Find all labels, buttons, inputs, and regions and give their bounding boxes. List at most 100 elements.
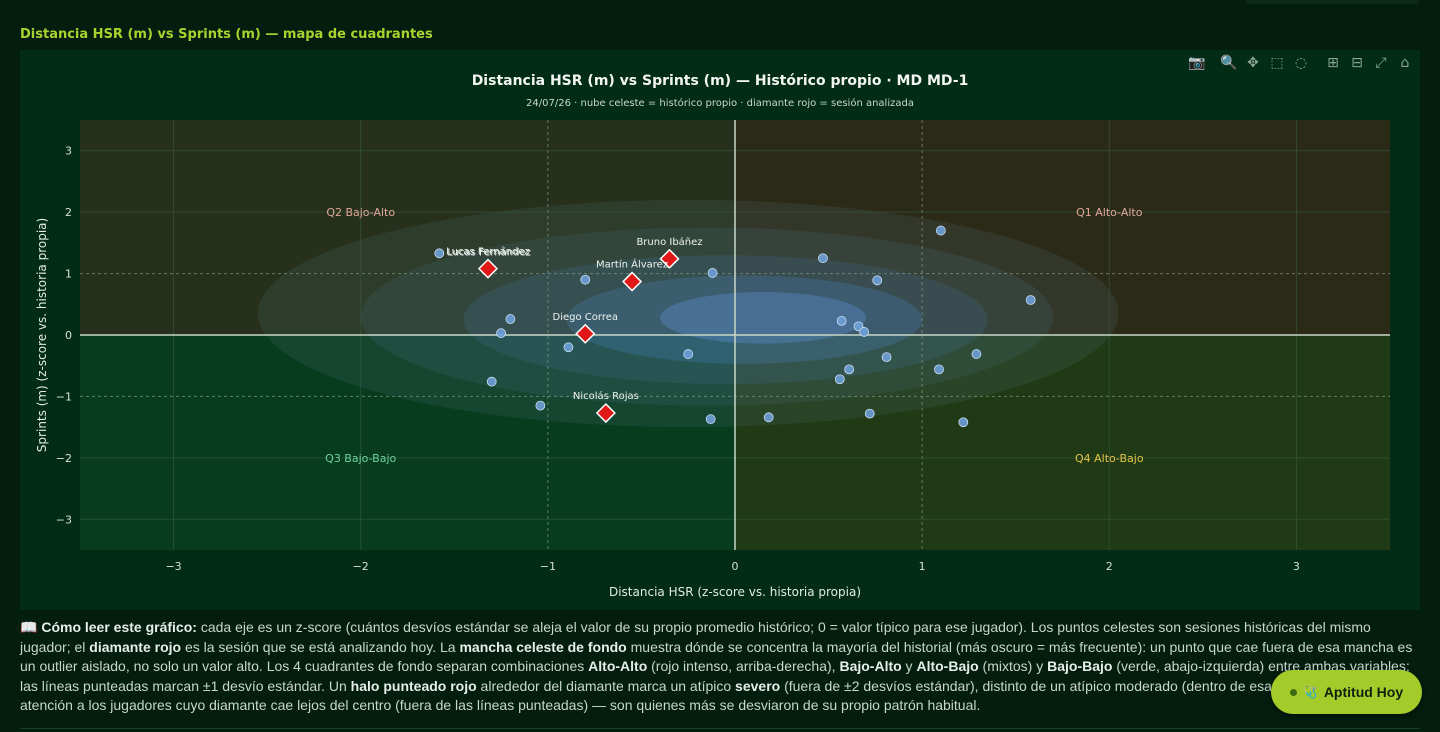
chart-explanation: 📖 Cómo leer este gráfico: cada eje es un… bbox=[20, 618, 1420, 716]
density-cloud-layer bbox=[360, 227, 1054, 406]
historical-point bbox=[486, 376, 497, 387]
x-tick-label: −2 bbox=[353, 560, 369, 573]
aptitud-hoy-button[interactable]: 🩺 Aptitud Hoy bbox=[1271, 670, 1422, 714]
session-label: Nicolás Rojas bbox=[573, 390, 639, 402]
historical-point bbox=[434, 248, 445, 259]
x-tick-label: 0 bbox=[732, 560, 739, 573]
book-icon: 📖 bbox=[20, 619, 38, 635]
session-diamond bbox=[575, 323, 596, 344]
section-title: Distancia HSR (m) vs Sprints (m) — mapa … bbox=[20, 27, 433, 42]
explanation-text: muestra dónde se concentra la mayoría de… bbox=[20, 638, 1413, 675]
historical-point bbox=[707, 268, 718, 278]
divider bbox=[20, 728, 1420, 729]
box-select-icon[interactable]: ⬚ bbox=[1270, 55, 1284, 71]
explanation-bold: diamante rojo bbox=[89, 638, 182, 655]
pan-icon[interactable]: ✥ bbox=[1247, 55, 1259, 71]
y-tick-label: −2 bbox=[56, 452, 72, 465]
y-tick-label: 0 bbox=[65, 329, 72, 342]
historical-point bbox=[496, 328, 506, 339]
explanation-text: (fuera de ±2 desvíos estándar), distinto… bbox=[20, 677, 1368, 714]
quadrant-label: Q4 Alto-Bajo bbox=[1075, 452, 1144, 465]
explanation-bold: Alto-Bajo bbox=[916, 658, 979, 674]
explanation-text: alrededor del diamante marca un atípico bbox=[476, 677, 736, 694]
y-tick-label: 3 bbox=[65, 145, 72, 158]
quadrant-label: Q2 Bajo-Alto bbox=[326, 206, 395, 219]
historical-point-label: Lucas Fernández bbox=[447, 246, 531, 258]
y-tick-label: 2 bbox=[65, 206, 72, 219]
historical-point bbox=[881, 352, 892, 363]
historical-point bbox=[859, 327, 870, 337]
status-dot bbox=[1289, 688, 1297, 696]
y-tick-label: 1 bbox=[65, 268, 72, 281]
explanation-text: es la sesión que se está analizando hoy.… bbox=[181, 638, 460, 655]
quadrant-q4-bg bbox=[735, 335, 1390, 550]
chart-subtitle: 24/07/26 · nube celeste = histórico prop… bbox=[526, 97, 914, 109]
historical-point bbox=[763, 412, 774, 423]
stethoscope-icon: 🩺 bbox=[1302, 685, 1318, 699]
historical-point bbox=[864, 408, 875, 419]
explanation-bold: halo punteado rojo bbox=[350, 677, 477, 694]
zoom-out-icon[interactable]: ⊟ bbox=[1351, 55, 1363, 71]
chart-card: Distancia HSR (m) vs Sprints (m) — Histó… bbox=[20, 50, 1420, 610]
session-label: Diego Correa bbox=[553, 312, 618, 323]
density-cloud-layer bbox=[257, 199, 1119, 428]
lasso-icon[interactable]: ◌ bbox=[1294, 55, 1308, 71]
historical-point bbox=[935, 225, 946, 236]
quadrant-q3-bg bbox=[80, 335, 735, 550]
historical-point bbox=[971, 349, 982, 359]
explanation-bold: mancha celeste de fondo bbox=[459, 638, 627, 655]
historical-point bbox=[705, 414, 716, 425]
historical-point bbox=[1025, 295, 1036, 305]
zoom-icon[interactable]: 🔍 bbox=[1220, 55, 1238, 71]
camera-icon[interactable]: 📷 bbox=[1188, 55, 1206, 71]
aptitud-hoy-label: Aptitud Hoy bbox=[1323, 684, 1404, 700]
chart-title: Distancia HSR (m) vs Sprints (m) — Histó… bbox=[472, 73, 969, 89]
session-diamond bbox=[477, 258, 499, 279]
session-diamond bbox=[659, 248, 680, 269]
session-diamond bbox=[622, 271, 643, 292]
x-axis-title: Distancia HSR (z-score vs. historia prop… bbox=[609, 585, 861, 599]
historical-point bbox=[535, 400, 546, 411]
y-tick-label: −1 bbox=[56, 390, 72, 403]
top-strip bbox=[1245, 0, 1420, 4]
scatter-chart[interactable]: Distancia HSR (m) vs Sprints (m) — Histó… bbox=[20, 50, 1420, 610]
historical-point bbox=[934, 364, 944, 375]
historical-point bbox=[958, 417, 969, 428]
session-label: Bruno Ibáñez bbox=[636, 236, 702, 248]
explanation-text: (rojo intenso, arriba-derecha), bbox=[647, 658, 840, 674]
explanation-text: (mixtos) y bbox=[978, 658, 1048, 674]
historical-point bbox=[683, 349, 694, 359]
historical-point bbox=[834, 374, 845, 385]
explanation-bold: Bajo-Bajo bbox=[1047, 658, 1113, 674]
quadrant-q1-bg bbox=[735, 120, 1390, 335]
quadrant-label: Q1 Alto-Alto bbox=[1076, 206, 1143, 219]
explanation-text: cada eje es un z-score (cuántos desvíos … bbox=[20, 619, 1371, 655]
y-axis-title: Sprints (m) (z-score vs. historia propia… bbox=[35, 218, 49, 452]
historical-point bbox=[836, 315, 847, 326]
y-tick-label: −3 bbox=[56, 513, 72, 526]
explanation-bold: Bajo-Alto bbox=[839, 658, 902, 674]
x-tick-label: 3 bbox=[1293, 560, 1300, 573]
autoscale-icon[interactable]: ⤢ bbox=[1375, 55, 1387, 71]
session-label: Lucas Fernández bbox=[446, 246, 530, 258]
density-cloud-layer bbox=[660, 292, 866, 344]
x-tick-label: 2 bbox=[1106, 560, 1113, 573]
x-tick-label: −3 bbox=[165, 560, 181, 573]
historical-point bbox=[505, 314, 516, 324]
density-cloud-layer bbox=[463, 255, 988, 385]
explanation-bold: Alto-Alto bbox=[588, 658, 648, 674]
session-diamond bbox=[595, 402, 616, 424]
explanation-text: y bbox=[901, 658, 917, 674]
historical-point bbox=[818, 253, 828, 264]
historical-point bbox=[580, 274, 591, 285]
zoom-in-icon[interactable]: ⊞ bbox=[1327, 55, 1339, 71]
explanation-lead: Cómo leer este gráfico: bbox=[41, 619, 197, 635]
density-cloud-layer bbox=[566, 275, 923, 364]
explanation-bold: severo bbox=[735, 677, 781, 694]
reset-axes-icon[interactable]: ⌂ bbox=[1400, 55, 1410, 71]
quadrant-q2-bg bbox=[80, 120, 735, 335]
historical-point bbox=[872, 275, 883, 286]
historical-point bbox=[844, 364, 855, 375]
x-tick-label: −1 bbox=[540, 560, 556, 573]
session-label: Martín Álvarez bbox=[596, 258, 668, 271]
